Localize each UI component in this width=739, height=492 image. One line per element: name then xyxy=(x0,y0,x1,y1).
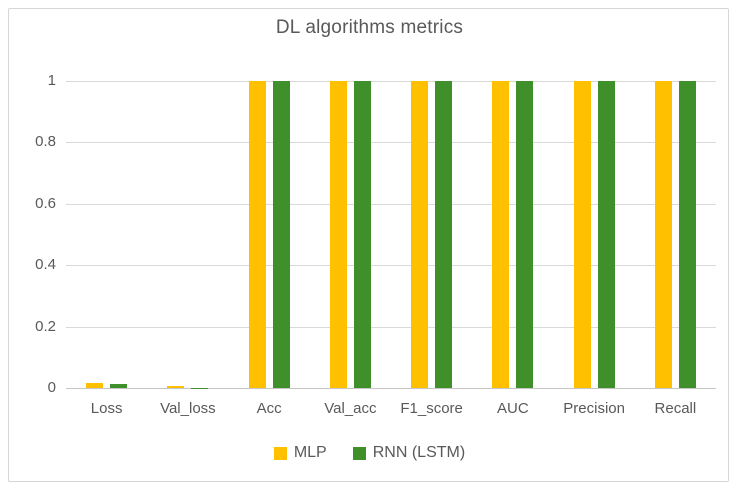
bar-mlp-f1-score xyxy=(411,81,429,388)
bar-group-acc xyxy=(229,81,310,388)
gridline xyxy=(66,142,716,144)
bar-group-recall xyxy=(635,81,716,388)
x-axis-line xyxy=(66,388,716,389)
bar-group-loss xyxy=(66,81,147,388)
bar-group-val-acc xyxy=(310,81,391,388)
gridline xyxy=(66,265,716,267)
bar-mlp-acc xyxy=(248,81,266,388)
legend-item-rnn-lstm: RNN (LSTM) xyxy=(352,444,466,462)
gridline xyxy=(66,203,716,205)
bar-mlp-precision xyxy=(573,81,591,388)
x-tick-label-acc: Acc xyxy=(256,400,282,417)
bar-group-f1-score xyxy=(391,81,472,388)
bar-rnn-lstm-recall xyxy=(678,81,696,388)
legend-label-rnn-lstm: RNN (LSTM) xyxy=(372,444,466,461)
bar-mlp-loss xyxy=(86,383,104,388)
bar-rnn-lstm-loss xyxy=(110,384,128,388)
bar-mlp-recall xyxy=(654,81,672,388)
bar-rnn-lstm-f1-score xyxy=(435,81,453,388)
legend-label-mlp: MLP xyxy=(293,444,327,461)
x-tick-label-precision: Precision xyxy=(563,400,625,417)
x-tick-label-auc: AUC xyxy=(497,400,529,417)
bar-rnn-lstm-acc xyxy=(272,81,290,388)
plot-area xyxy=(66,81,716,389)
bar-mlp-val-loss xyxy=(167,385,185,388)
x-tick-label-val-loss: Val_loss xyxy=(160,400,216,417)
y-tick-label: 0 xyxy=(47,379,56,396)
legend: MLP RNN (LSTM) xyxy=(0,444,739,462)
legend-swatch-rnn-lstm xyxy=(352,446,366,460)
legend-item-mlp: MLP xyxy=(273,444,327,462)
y-tick-label: 0.2 xyxy=(35,317,56,335)
bar-mlp-val-acc xyxy=(329,81,347,388)
y-tick-label: 0.4 xyxy=(35,256,56,274)
bar-group-precision xyxy=(554,81,635,388)
chart-title: DL algorithms metrics xyxy=(275,17,464,38)
legend-swatch-mlp xyxy=(273,446,287,460)
bar-rnn-lstm-precision xyxy=(597,81,615,388)
bar-mlp-auc xyxy=(492,81,510,388)
y-tick-label: 0.8 xyxy=(35,133,56,151)
x-tick-label-loss: Loss xyxy=(90,400,123,417)
x-tick-label-f1-score: F1_score xyxy=(400,400,463,417)
bar-group-val-loss xyxy=(147,81,228,388)
gridline xyxy=(66,326,716,328)
bar-rnn-lstm-val-acc xyxy=(353,81,371,388)
y-tick-label: 0.6 xyxy=(35,194,56,212)
bar-group-auc xyxy=(472,81,553,388)
x-tick-label-recall: Recall xyxy=(654,400,697,417)
x-tick-label-val-acc: Val_acc xyxy=(324,400,377,417)
bar-rnn-lstm-auc xyxy=(516,81,534,388)
y-tick-label: 1 xyxy=(47,72,56,89)
gridline xyxy=(66,81,716,82)
